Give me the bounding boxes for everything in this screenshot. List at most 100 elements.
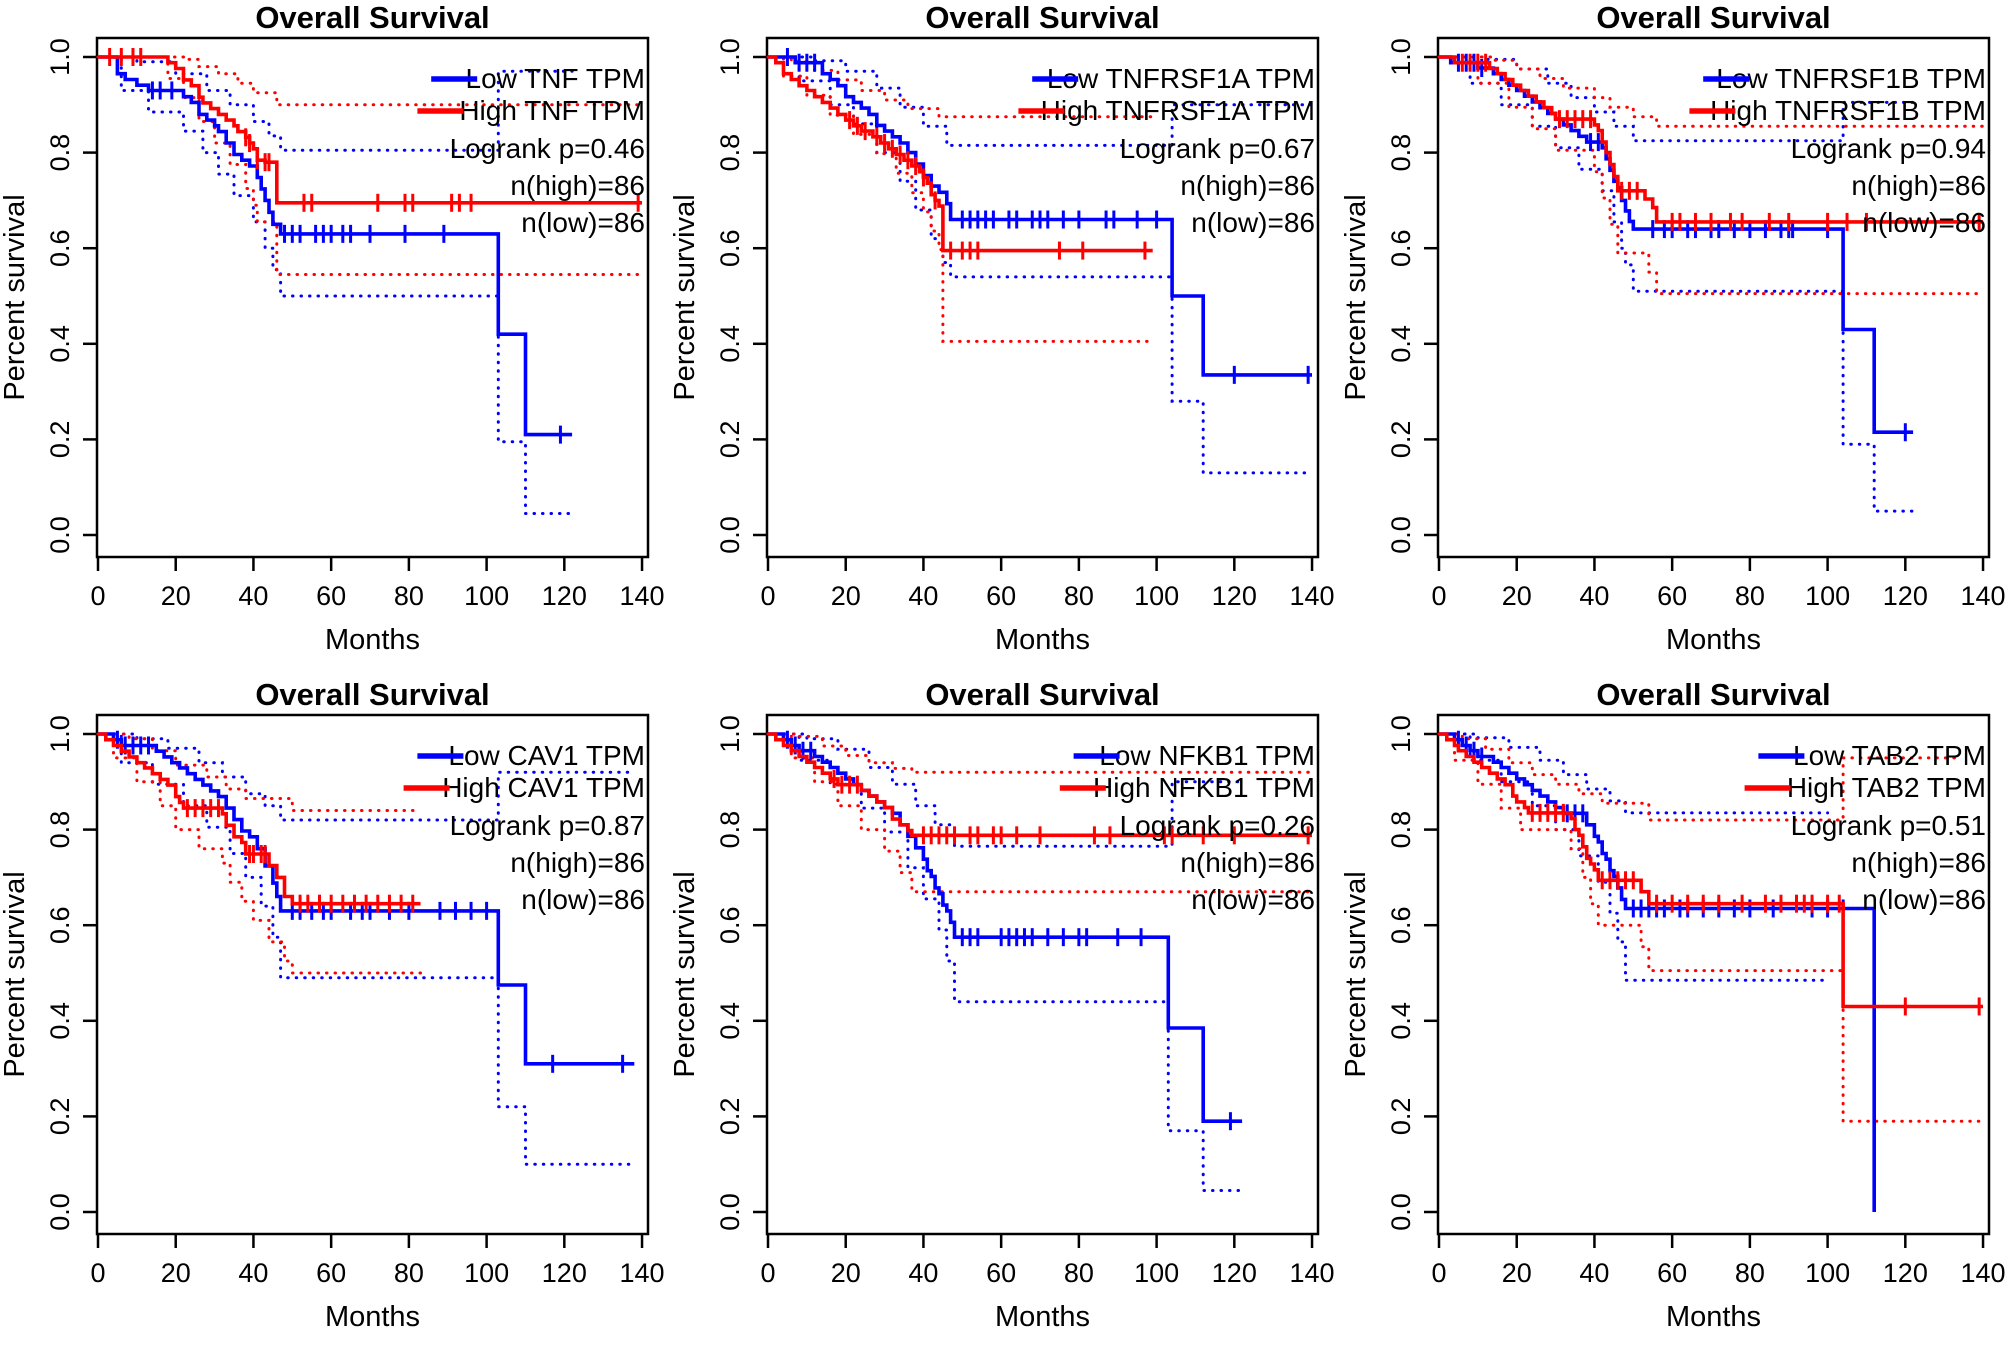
low-ci-lower-curve (1437, 732, 1830, 982)
plot-title: Overall Survival (925, 677, 1159, 712)
legend-n-low: n(low)=86 (1862, 884, 1986, 915)
km-plot-nfkb1: Overall Survival 0 20 40 60 80 100 120 140 0.0 0.2… (669, 677, 1335, 1333)
high-censor-marks (848, 111, 1147, 260)
x-tick-label: 0 (760, 581, 775, 611)
y-axis-label: Percent survival (670, 871, 701, 1077)
y-axis-label: Percent survival (1341, 871, 1372, 1077)
x-tick-label: 60 (1657, 581, 1687, 611)
high-ci-upper-curve (766, 732, 1314, 774)
x-tick-label: 120 (1883, 1258, 1928, 1288)
high-ci-lower-curve (96, 732, 422, 975)
x-axis-label: Months (325, 1301, 420, 1333)
km-plot-tnf: Overall Survival 0 20 40 60 80 100 120 140 0.0 0.2… (0, 0, 665, 656)
legend-logrank-pvalue: Logrank p=0.46 (450, 133, 645, 164)
legend-n-low: n(low)=86 (1191, 207, 1315, 238)
y-tick-label: 0.8 (715, 811, 745, 849)
y-tick-label: 0.4 (715, 325, 745, 363)
x-tick-label: 20 (1502, 1258, 1532, 1288)
x-tick-label: 140 (620, 581, 665, 611)
x-tick-label: 20 (161, 581, 191, 611)
y-tick-label: 1.0 (1386, 38, 1416, 76)
y-tick-label: 0.0 (1386, 516, 1416, 554)
high-survival-curve (768, 732, 1312, 838)
y-axis-label: Percent survival (670, 194, 701, 400)
x-tick-label: 60 (316, 581, 346, 611)
y-tick-label: 0.0 (45, 1193, 75, 1231)
x-tick-label: 120 (542, 1258, 587, 1288)
y-tick-label: 0.8 (45, 811, 75, 849)
x-tick-label: 80 (1064, 581, 1094, 611)
x-tick-label: 80 (394, 1258, 424, 1288)
y-tick-label: 0.4 (45, 1002, 75, 1040)
high-survival-curve (768, 55, 1153, 253)
high-survival-curve (1439, 732, 1983, 1009)
plot-title: Overall Survival (255, 677, 489, 712)
km-plot-cell-6: Overall Survival 0 20 40 60 80 100 120 140 0.0 0.2… (1340, 677, 2011, 1354)
x-tick-label: 40 (238, 1258, 268, 1288)
km-plot-cell-5: Overall Survival 0 20 40 60 80 100 120 140 0.0 0.2… (669, 677, 1340, 1354)
legend-low-label: Low TNFRSF1A TPM (1047, 63, 1315, 94)
km-plot-cell-1: Overall Survival 0 20 40 60 80 100 120 140 0.0 0.2… (0, 0, 670, 677)
low-censor-marks (785, 48, 1310, 384)
plot-title: Overall Survival (255, 0, 489, 35)
y-tick-label: 0.2 (715, 421, 745, 459)
plot-box (95, 36, 650, 559)
x-tick-label: 100 (464, 1258, 509, 1288)
x-tick-label: 40 (908, 1258, 938, 1288)
x-tick-label: 80 (1735, 581, 1765, 611)
y-tick-label: 0.6 (1386, 229, 1416, 267)
high-censor-marks (1460, 53, 1981, 231)
legend-n-high: n(high)=86 (1180, 847, 1315, 878)
y-tick-label: 1.0 (45, 715, 75, 753)
y-tick-label: 1.0 (45, 38, 75, 76)
plot-box (1436, 713, 1991, 1236)
y-tick-label: 0.2 (45, 421, 75, 459)
high-ci-upper-curve (96, 732, 422, 812)
x-tick-label: 40 (1579, 581, 1609, 611)
legend-logrank-pvalue: Logrank p=0.26 (1120, 810, 1315, 841)
legend-logrank-pvalue: Logrank p=0.94 (1791, 133, 1986, 164)
y-tick-label: 0.4 (1386, 1002, 1416, 1040)
x-tick-label: 120 (1212, 1258, 1257, 1288)
low-censor-marks (150, 81, 562, 444)
y-tick-label: 0.0 (715, 516, 745, 554)
y-tick-label: 0.4 (45, 325, 75, 363)
x-tick-label: 100 (1134, 1258, 1179, 1288)
legend-high-label: High TNFRSF1B TPM (1710, 95, 1986, 126)
legend-high-label: High NFKB1 TPM (1093, 772, 1315, 803)
high-ci-upper-curve (1437, 55, 1985, 128)
legend-high-label: High TNFRSF1A TPM (1041, 95, 1315, 126)
km-plot-tab2: Overall Survival 0 20 40 60 80 100 120 140 0.0 0.2… (1340, 677, 2006, 1333)
y-tick-label: 0.6 (715, 229, 745, 267)
x-tick-label: 120 (1212, 581, 1257, 611)
x-tick-label: 100 (1805, 581, 1850, 611)
y-tick-label: 0.8 (1386, 134, 1416, 172)
y-tick-label: 0.4 (1386, 325, 1416, 363)
y-tick-label: 1.0 (715, 715, 745, 753)
high-survival-curve (1439, 55, 1983, 224)
legend-low-label: Low TNFRSF1B TPM (1716, 63, 1986, 94)
legend-n-high: n(high)=86 (510, 170, 645, 201)
plot-box (1436, 36, 1991, 559)
legend-n-high: n(high)=86 (1180, 170, 1315, 201)
high-ci-lower-curve (1437, 55, 1985, 296)
high-survival-curve (98, 55, 642, 205)
y-tick-label: 0.8 (715, 134, 745, 172)
high-ci-lower-curve (1437, 732, 1985, 1123)
x-tick-label: 0 (1431, 1258, 1446, 1288)
y-tick-label: 0.0 (715, 1193, 745, 1231)
y-tick-label: 0.2 (45, 1098, 75, 1136)
y-tick-label: 0.2 (1386, 421, 1416, 459)
x-tick-label: 40 (908, 581, 938, 611)
legend-low-label: Low NFKB1 TPM (1099, 740, 1315, 771)
km-plot-tnfrsf1a: Overall Survival 0 20 40 60 80 100 120 140 0.0 0.2… (669, 0, 1335, 656)
legend-n-low: n(low)=86 (521, 884, 645, 915)
x-tick-label: 20 (831, 1258, 861, 1288)
x-tick-label: 40 (1579, 1258, 1609, 1288)
x-tick-label: 0 (90, 581, 105, 611)
x-tick-label: 20 (161, 1258, 191, 1288)
legend-high-label: High TNF TPM (459, 95, 645, 126)
y-axis-label: Percent survival (0, 194, 31, 400)
low-survival-curve (98, 55, 573, 437)
